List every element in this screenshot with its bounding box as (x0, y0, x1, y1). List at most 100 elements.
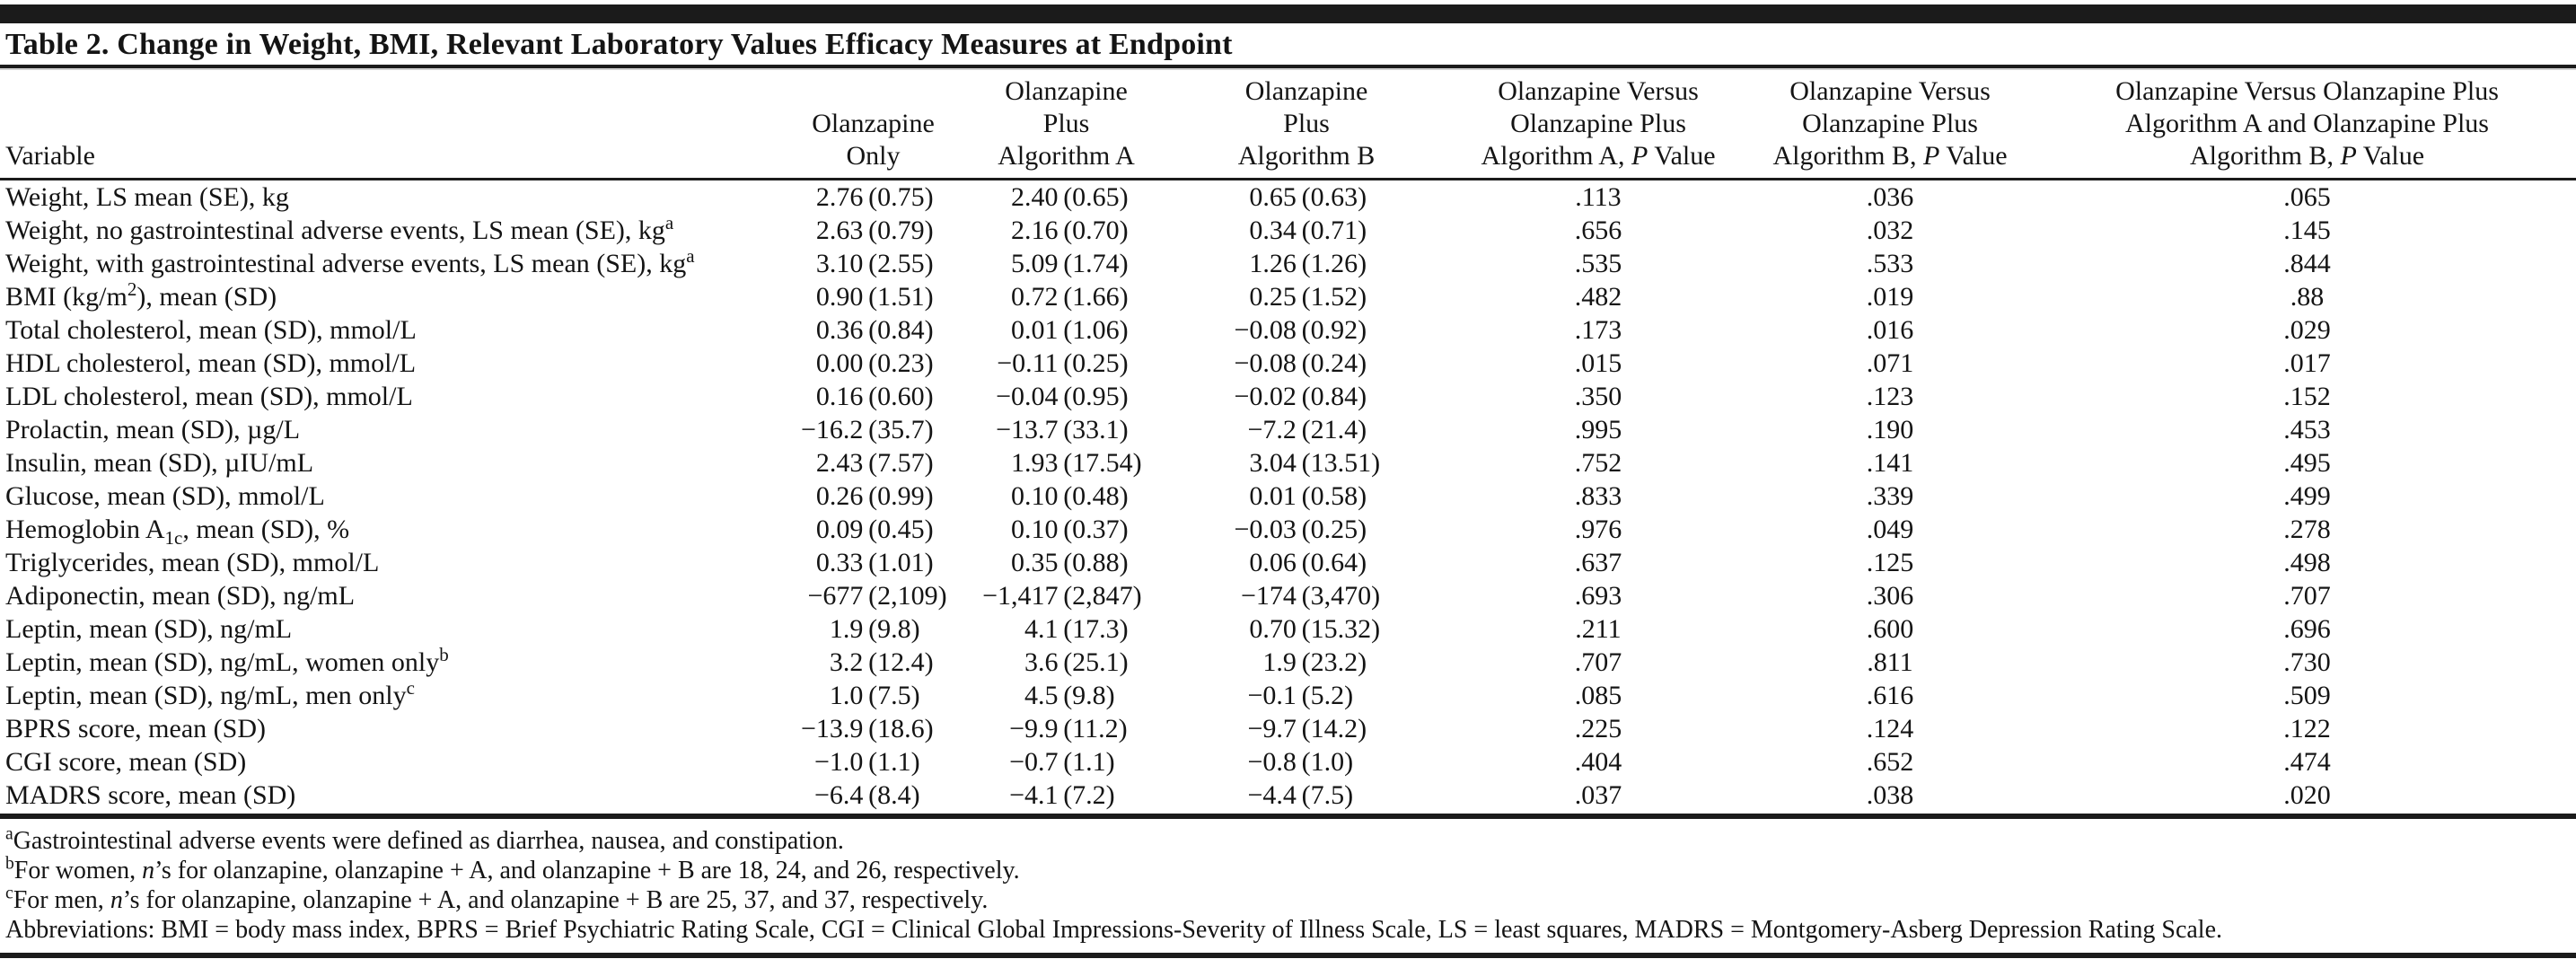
pvalue-cell-p_b: .036 (1866, 182, 1914, 212)
pvalue-cell-p_a: .995 (1574, 415, 1622, 444)
value-cell-olz_a: 4.1 (17.3) (1024, 614, 1129, 644)
column-header-olz_only: Olanzapine Only (772, 68, 974, 180)
variable-cell: CGI score, mean (SD) (5, 747, 247, 777)
footnote-line: Abbreviations: BMI = body mass index, BP… (5, 916, 2223, 944)
pvalue-cell-p_ab: .88 (2290, 282, 2325, 312)
value-cell-olz_b: −0.8 (1.0) (1247, 747, 1354, 777)
value-cell-olz_only: 1.0 (7.5) (829, 681, 920, 710)
pvalue-cell-p_a: .535 (1574, 249, 1622, 278)
value-cell-olz_b: −174 (3,470) (1240, 581, 1381, 611)
footnote-line: cFor men, n’s for olanzapine, olanzapine… (5, 884, 989, 914)
pvalue-cell-p_b: .032 (1866, 216, 1914, 245)
value-cell-olz_a: 4.5 (9.8) (1024, 681, 1115, 710)
value-cell-olz_only: −16.2 (35.7) (800, 415, 934, 444)
pvalue-cell-p_b: .306 (1866, 581, 1914, 611)
value-cell-olz_a: 2.16 (0.70) (1011, 216, 1129, 245)
table-header-row: Variable Olanzapine Only Olanzapine Plus Algo… (0, 68, 2576, 180)
pvalue-cell-p_b: .652 (1866, 747, 1914, 777)
table-row: Weight, LS mean (SE), kg 2.76 (0.75) 2.40 (0… (0, 180, 2576, 215)
pvalue-cell-p_ab: .152 (2283, 382, 2331, 411)
pvalue-cell-p_b: .049 (1866, 515, 1914, 544)
value-cell-olz_only: 0.16 (0.60) (815, 382, 934, 411)
table-row: Total cholesterol, mean (SD), mmol/L 0.36… (0, 313, 2576, 347)
pvalue-cell-p_b: .038 (1866, 780, 1914, 810)
value-cell-olz_b: 3.04 (13.51) (1249, 448, 1381, 478)
pvalue-cell-p_ab: .707 (2283, 581, 2331, 611)
table-row: Adiponectin, mean (SD), ng/mL −677 (2,109)… (0, 579, 2576, 612)
pvalue-cell-p_b: .811 (1867, 647, 1913, 677)
pvalue-cell-p_ab: .029 (2283, 315, 2331, 345)
pvalue-cell-p_a: .225 (1574, 714, 1622, 743)
pvalue-cell-p_a: .350 (1574, 382, 1622, 411)
pvalue-cell-p_a: .085 (1574, 681, 1622, 710)
variable-cell: Insulin, mean (SD), µIU/mL (5, 448, 314, 478)
variable-cell: Leptin, mean (SD), ng/mL, women onlyb (5, 646, 449, 677)
table-row: Leptin, mean (SD), ng/mL, women onlyb 3.2… (0, 646, 2576, 679)
value-cell-olz_b: 0.65 (0.63) (1249, 182, 1367, 212)
pvalue-cell-p_b: .071 (1866, 348, 1914, 378)
efficacy-table: Variable Olanzapine Only Olanzapine Plus Algo… (0, 68, 2576, 812)
pvalue-cell-p_ab: .453 (2283, 415, 2331, 444)
table-row: CGI score, mean (SD) −1.0 (1.1) −0.7 (1.1) −0… (0, 745, 2576, 779)
pvalue-cell-p_ab: .495 (2283, 448, 2331, 478)
value-cell-olz_b: 1.9 (23.2) (1262, 647, 1367, 677)
table-row: Leptin, mean (SD), ng/mL, men onlyc 1.0 (7… (0, 679, 2576, 712)
table-title: Table 2. Change in Weight, BMI, Relevant… (5, 28, 1233, 61)
value-cell-olz_only: 2.76 (0.75) (815, 182, 934, 212)
table-row: Weight, no gastrointestinal adverse even… (0, 214, 2576, 247)
value-cell-olz_a: 5.09 (1.74) (1011, 249, 1129, 278)
value-cell-olz_a: 0.72 (1.66) (1011, 282, 1129, 312)
pvalue-cell-p_a: .482 (1574, 282, 1622, 312)
pvalue-cell-p_a: .015 (1574, 348, 1622, 378)
value-cell-olz_a: 0.10 (0.37) (1011, 515, 1129, 544)
value-cell-olz_a: 2.40 (0.65) (1011, 182, 1129, 212)
pvalue-cell-p_a: .656 (1574, 216, 1622, 245)
value-cell-olz_b: 0.25 (1.52) (1249, 282, 1367, 312)
variable-cell: Leptin, mean (SD), ng/mL (5, 614, 293, 644)
pvalue-cell-p_b: .123 (1866, 382, 1914, 411)
footnote-line: aGastrointestinal adverse events were de… (5, 824, 844, 855)
value-cell-olz_a: −1,417 (2,847) (982, 581, 1142, 611)
table-row: BPRS score, mean (SD) −13.9 (18.6) −9.9 (11.… (0, 712, 2576, 745)
value-cell-olz_only: 3.2 (12.4) (829, 647, 934, 677)
pvalue-cell-p_a: .976 (1574, 515, 1622, 544)
value-cell-olz_b: 0.34 (0.71) (1249, 216, 1367, 245)
table-body: Weight, LS mean (SE), kg 2.76 (0.75) 2.40 (0… (0, 180, 2576, 813)
value-cell-olz_a: 0.10 (0.48) (1011, 481, 1129, 511)
pvalue-cell-p_a: .752 (1574, 448, 1622, 478)
pvalue-cell-p_a: .693 (1574, 581, 1622, 611)
value-cell-olz_a: −0.04 (0.95) (996, 382, 1129, 411)
table-figure-page: Table 2. Change in Weight, BMI, Relevant… (0, 4, 2576, 959)
pvalue-cell-p_b: .600 (1866, 614, 1914, 644)
value-cell-olz_b: −0.08 (0.24) (1234, 348, 1367, 378)
pvalue-cell-p_ab: .696 (2283, 614, 2331, 644)
table-row: BMI (kg/m2), mean (SD) 0.90 (1.51) 0.72 (1.6… (0, 280, 2576, 313)
pvalue-cell-p_b: .125 (1866, 548, 1914, 577)
pvalue-cell-p_b: .019 (1866, 282, 1914, 312)
variable-cell: Prolactin, mean (SD), µg/L (5, 415, 301, 444)
pvalue-cell-p_ab: .474 (2283, 747, 2331, 777)
pvalue-cell-p_ab: .498 (2283, 548, 2331, 577)
table-row: HDL cholesterol, mean (SD), mmol/L 0.00 (0… (0, 347, 2576, 380)
value-cell-olz_b: −4.4 (7.5) (1247, 780, 1354, 810)
value-cell-olz_only: −1.0 (1.1) (813, 747, 920, 777)
pvalue-cell-p_ab: .278 (2283, 515, 2331, 544)
table-row: Weight, with gastrointestinal adverse ev… (0, 247, 2576, 280)
footnote-line: bFor women, n’s for olanzapine, olanzapi… (5, 854, 1020, 884)
pvalue-cell-p_b: .141 (1866, 448, 1914, 478)
variable-cell: BPRS score, mean (SD) (5, 714, 266, 743)
pvalue-cell-p_ab: .122 (2283, 714, 2331, 743)
pvalue-cell-p_a: .113 (1575, 182, 1622, 212)
value-cell-olz_a: 1.93 (17.54) (1011, 448, 1142, 478)
variable-cell: Triglycerides, mean (SD), mmol/L (5, 548, 380, 577)
value-cell-olz_only: −677 (2,109) (807, 581, 947, 611)
value-cell-olz_b: 0.01 (0.58) (1249, 481, 1367, 511)
variable-cell: LDL cholesterol, mean (SD), mmol/L (5, 382, 413, 411)
value-cell-olz_a: −0.7 (1.1) (1009, 747, 1115, 777)
variable-cell: Leptin, mean (SD), ng/mL, men onlyc (5, 679, 415, 710)
value-cell-olz_a: 0.35 (0.88) (1011, 548, 1129, 577)
value-cell-olz_only: 1.9 (9.8) (829, 614, 920, 644)
column-header-p_b: Olanzapine Versus Olanzapine Plus Algorith… (1742, 68, 2038, 180)
table-row: Hemoglobin A1c, mean (SD), % 0.09 (0.45) 0.… (0, 513, 2576, 546)
pvalue-cell-p_a: .637 (1574, 548, 1622, 577)
